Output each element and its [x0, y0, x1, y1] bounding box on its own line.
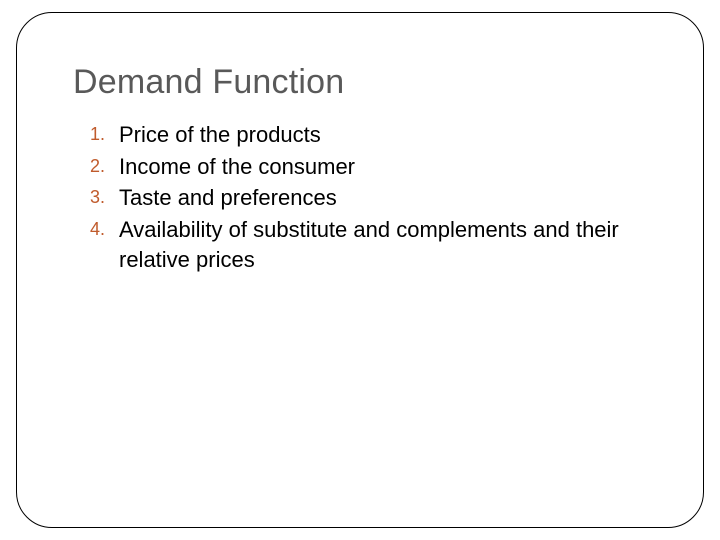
slide-title: Demand Function [73, 63, 647, 102]
list-number: 4. [77, 215, 105, 241]
list-text: Price of the products [119, 120, 647, 150]
list-number: 1. [77, 120, 105, 146]
list-text: Availability of substitute and complemen… [119, 215, 647, 274]
list-text: Taste and preferences [119, 183, 647, 213]
slide-frame: Demand Function 1. Price of the products… [16, 12, 704, 528]
numbered-list: 1. Price of the products 2. Income of th… [73, 120, 647, 274]
list-item: 3. Taste and preferences [77, 183, 647, 213]
list-text: Income of the consumer [119, 152, 647, 182]
list-item: 2. Income of the consumer [77, 152, 647, 182]
list-number: 3. [77, 183, 105, 209]
list-item: 4. Availability of substitute and comple… [77, 215, 647, 274]
list-number: 2. [77, 152, 105, 178]
list-item: 1. Price of the products [77, 120, 647, 150]
